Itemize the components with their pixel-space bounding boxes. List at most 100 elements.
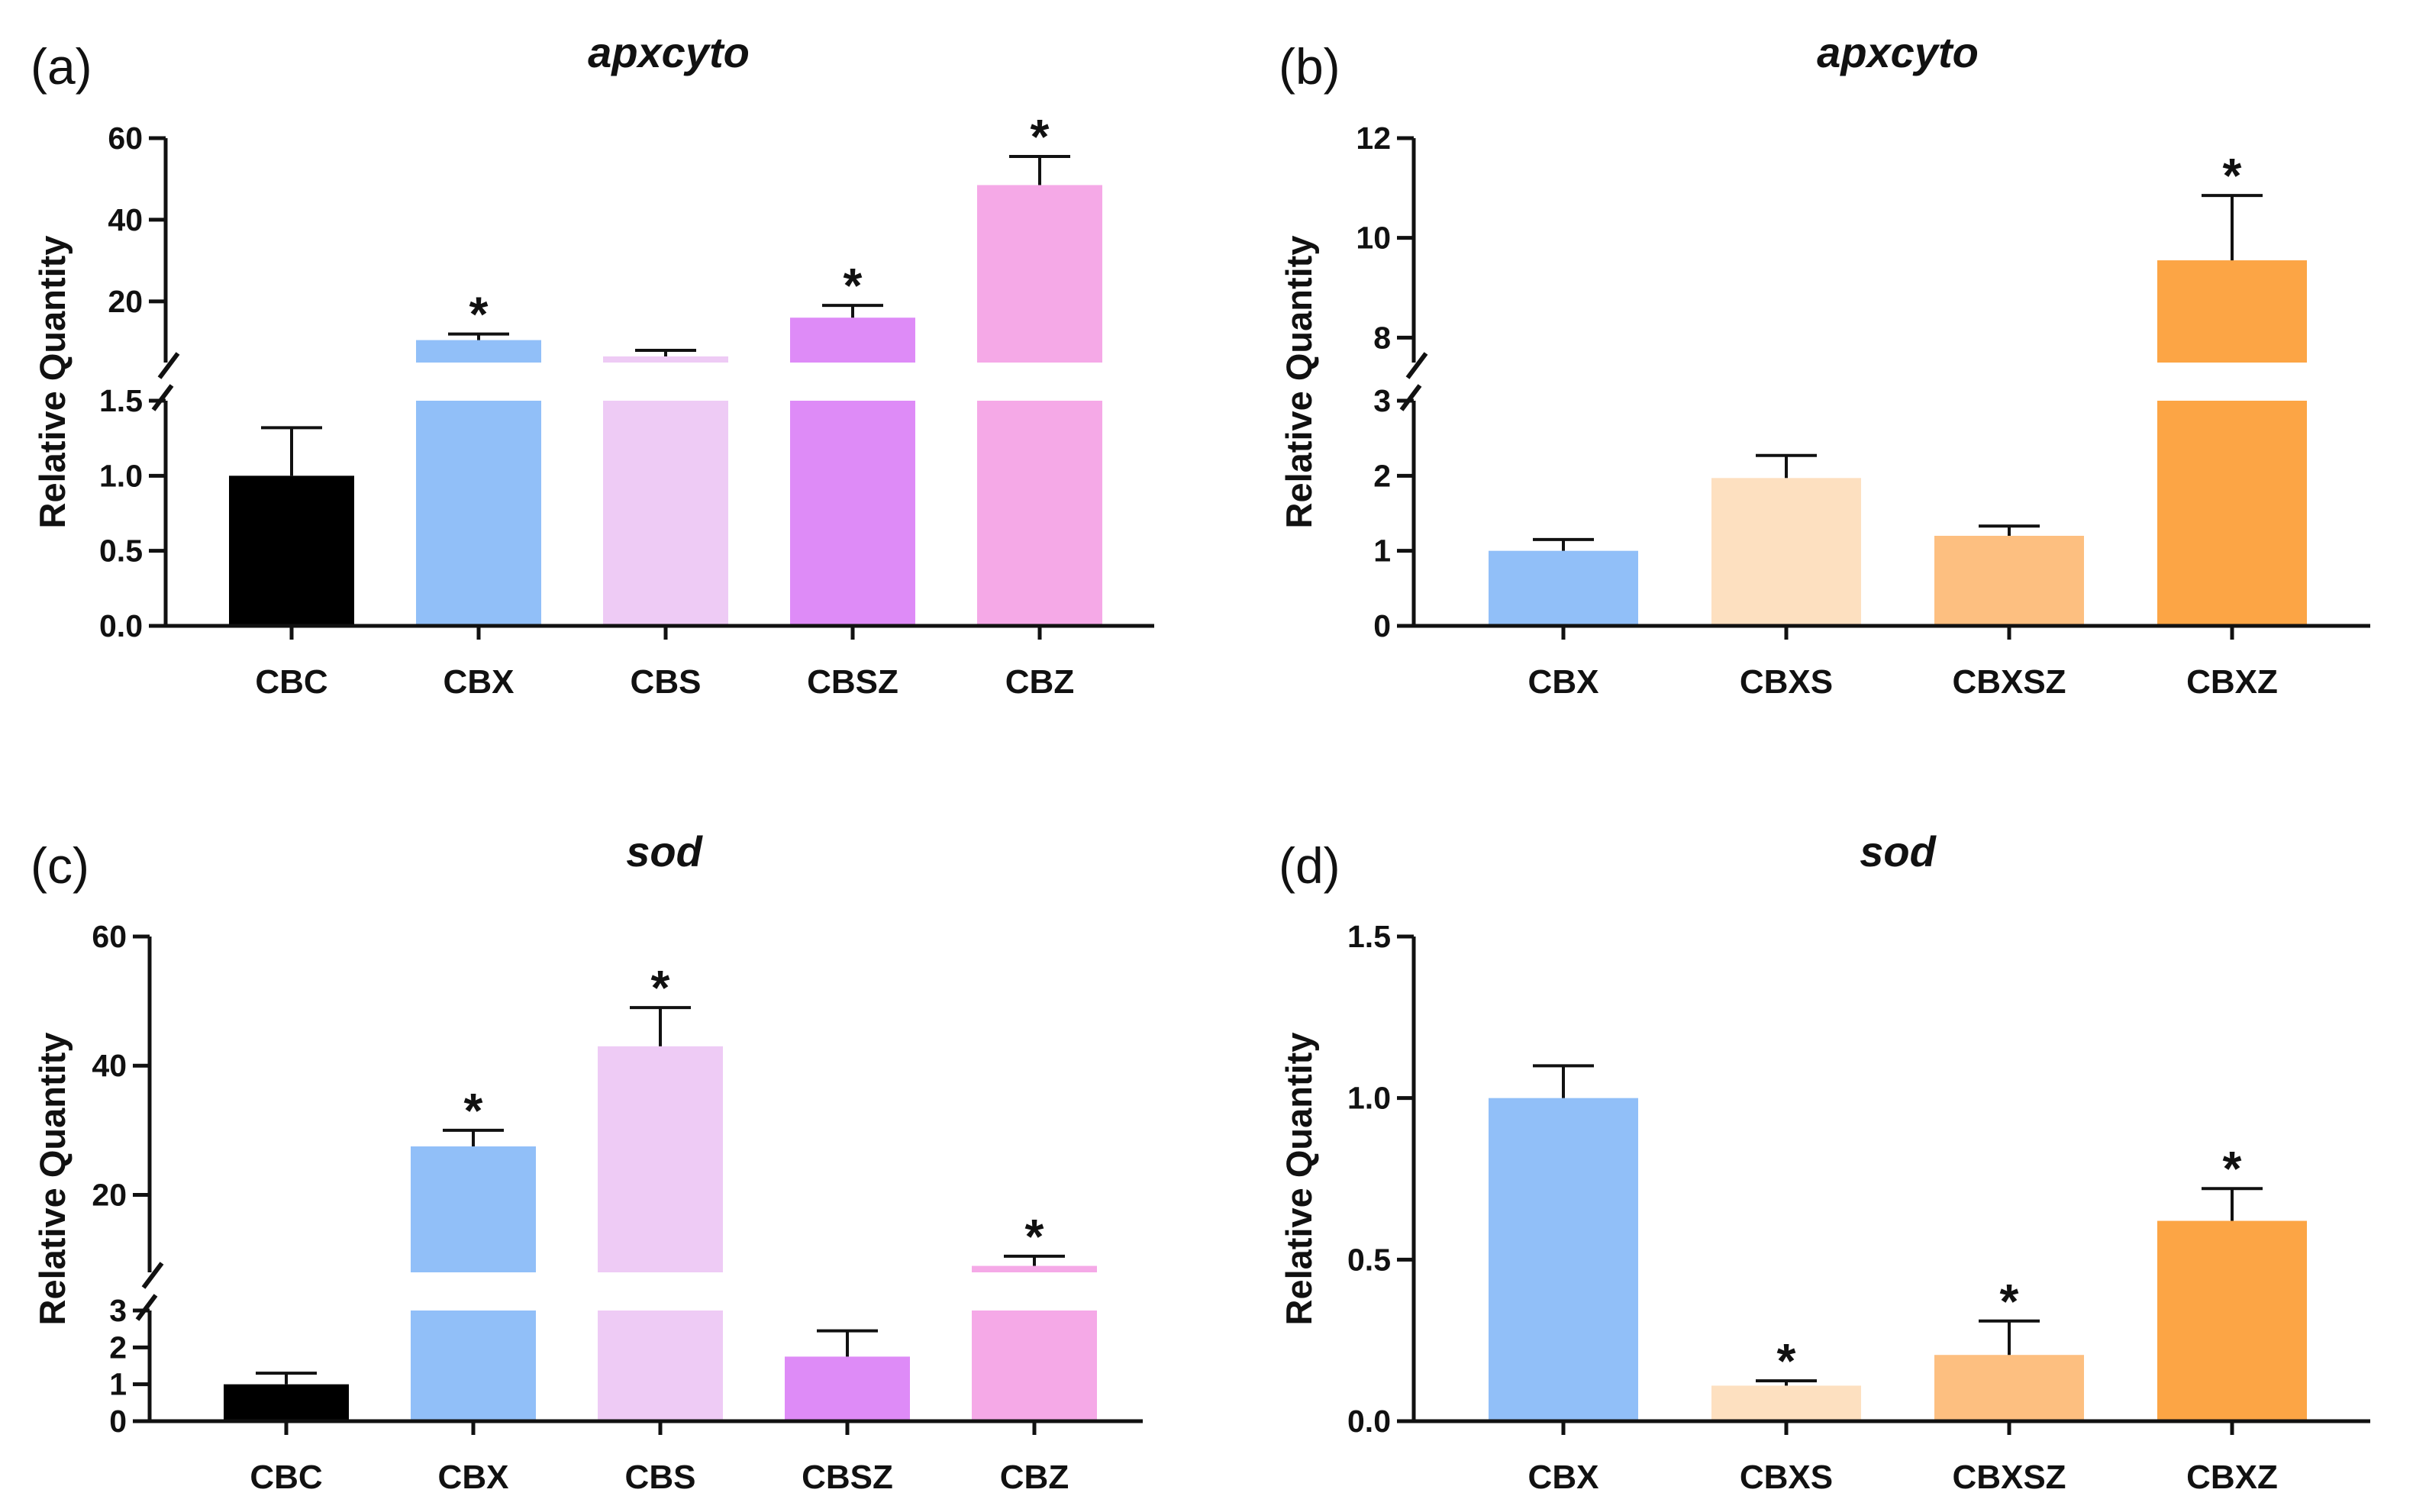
panel-label: (d) <box>1279 837 1340 894</box>
x-tick-label: CBS <box>625 1459 696 1496</box>
bar <box>2157 401 2307 626</box>
bar <box>411 1146 536 1272</box>
bar <box>790 318 915 363</box>
axis-break-mark <box>151 384 174 411</box>
panel-b: (b) apxcyto Relative Quantity CBX CBXS CBXSZ *… <box>1279 28 2370 701</box>
y-tick-label: 40 <box>108 202 143 237</box>
significance-star: * <box>1777 1333 1796 1388</box>
x-tick-label: CBX <box>1528 1459 1599 1496</box>
panel-label: (b) <box>1279 38 1340 95</box>
y-tick-label: 60 <box>108 121 143 156</box>
bar <box>2157 1220 2307 1421</box>
bar <box>977 401 1102 626</box>
bar <box>785 1356 910 1421</box>
y-tick-label: 1.5 <box>1347 919 1391 954</box>
y-tick-label: 10 <box>1356 221 1391 256</box>
bar <box>416 401 541 626</box>
panel-label: (c) <box>31 837 89 894</box>
axis-break-mark <box>135 1294 158 1321</box>
y-axis-title: Relative Quantity <box>32 1033 73 1326</box>
y-tick-label: 1.0 <box>99 458 143 493</box>
axis-break-mark <box>141 1262 164 1289</box>
axis-break-mark <box>157 352 180 379</box>
x-tick-label: CBXS <box>1740 1459 1833 1496</box>
y-tick-label: 1 <box>1373 534 1391 569</box>
y-tick-label: 60 <box>92 919 127 954</box>
significance-star: * <box>464 1083 483 1138</box>
x-tick-label: CBX <box>444 663 515 701</box>
significance-star: * <box>469 287 489 342</box>
panel-a: (a) apxcyto Relative Quantity CBC * CBX CBS * CB… <box>31 28 1154 701</box>
y-tick-label: 20 <box>92 1177 127 1212</box>
x-tick-label: CBXSZ <box>1952 1459 2066 1496</box>
bar <box>1489 1098 1638 1421</box>
y-tick-label: 1.5 <box>99 383 143 418</box>
x-tick-label: CBS <box>631 663 702 701</box>
significance-star: * <box>2223 148 2242 203</box>
x-tick-label: CBXZ <box>2186 1459 2278 1496</box>
y-tick-label: 0.5 <box>1347 1242 1391 1277</box>
bar <box>224 1384 349 1421</box>
bar <box>977 185 1102 363</box>
x-tick-label: CBC <box>255 663 327 701</box>
y-tick-label: 40 <box>92 1048 127 1083</box>
panel-c: (c) sod Relative Quantity CBC * CBX * CBS CBSZ * C… <box>31 827 1143 1496</box>
bar <box>1934 536 2084 626</box>
bar <box>972 1311 1097 1421</box>
bar <box>603 401 728 626</box>
x-tick-label: CBXZ <box>2186 663 2278 701</box>
axis-break-mark <box>1405 352 1428 379</box>
panel-label: (a) <box>31 38 92 95</box>
y-tick-label: 2 <box>1373 458 1391 493</box>
y-tick-label: 0.0 <box>99 608 143 643</box>
y-tick-label: 3 <box>109 1293 127 1328</box>
significance-star: * <box>1031 109 1050 164</box>
chart-title: sod <box>1860 827 1937 875</box>
significance-star: * <box>2223 1141 2242 1196</box>
bar <box>1934 1355 2084 1421</box>
chart-title: apxcyto <box>1817 28 1979 76</box>
bar <box>416 340 541 363</box>
chart-title: sod <box>626 827 703 875</box>
bar <box>229 476 354 626</box>
bar <box>790 401 915 626</box>
bar <box>598 1311 723 1421</box>
bar <box>2157 260 2307 363</box>
bar <box>598 1046 723 1272</box>
y-tick-label: 0 <box>1373 608 1391 643</box>
y-tick-label: 1.0 <box>1347 1081 1391 1116</box>
y-tick-label: 8 <box>1373 320 1391 355</box>
chart-title: apxcyto <box>588 28 750 76</box>
y-axis-title: Relative Quantity <box>1279 236 1319 529</box>
y-tick-label: 0 <box>109 1404 127 1439</box>
x-tick-label: CBX <box>1528 663 1599 701</box>
bar <box>411 1311 536 1421</box>
y-tick-label: 20 <box>108 284 143 319</box>
bar <box>1711 1385 1861 1421</box>
x-tick-label: CBSZ <box>807 663 898 701</box>
y-axis-title: Relative Quantity <box>1279 1033 1319 1326</box>
x-tick-label: CBX <box>438 1459 509 1496</box>
x-tick-label: CBXSZ <box>1952 663 2066 701</box>
x-tick-label: CBC <box>250 1459 322 1496</box>
x-tick-label: CBSZ <box>802 1459 893 1496</box>
y-tick-label: 0.0 <box>1347 1404 1391 1439</box>
x-tick-label: CBXS <box>1740 663 1833 701</box>
significance-star: * <box>2000 1274 2019 1329</box>
significance-star: * <box>651 960 670 1015</box>
bar <box>1711 478 1861 626</box>
significance-star: * <box>1025 1209 1044 1264</box>
bar <box>972 1265 1097 1272</box>
y-axis-title: Relative Quantity <box>32 236 73 529</box>
y-tick-label: 0.5 <box>99 534 143 569</box>
y-tick-label: 2 <box>109 1330 127 1365</box>
bar <box>603 356 728 363</box>
significance-star: * <box>844 258 863 313</box>
panel-d: (d) sod Relative Quantity CBX * CBXS * CBXSZ * CB… <box>1279 827 2370 1496</box>
y-tick-label: 1 <box>109 1367 127 1402</box>
axis-break-mark <box>1399 384 1422 411</box>
bar <box>1489 550 1638 626</box>
y-tick-label: 12 <box>1356 121 1391 156</box>
x-tick-label: CBZ <box>1005 663 1074 701</box>
